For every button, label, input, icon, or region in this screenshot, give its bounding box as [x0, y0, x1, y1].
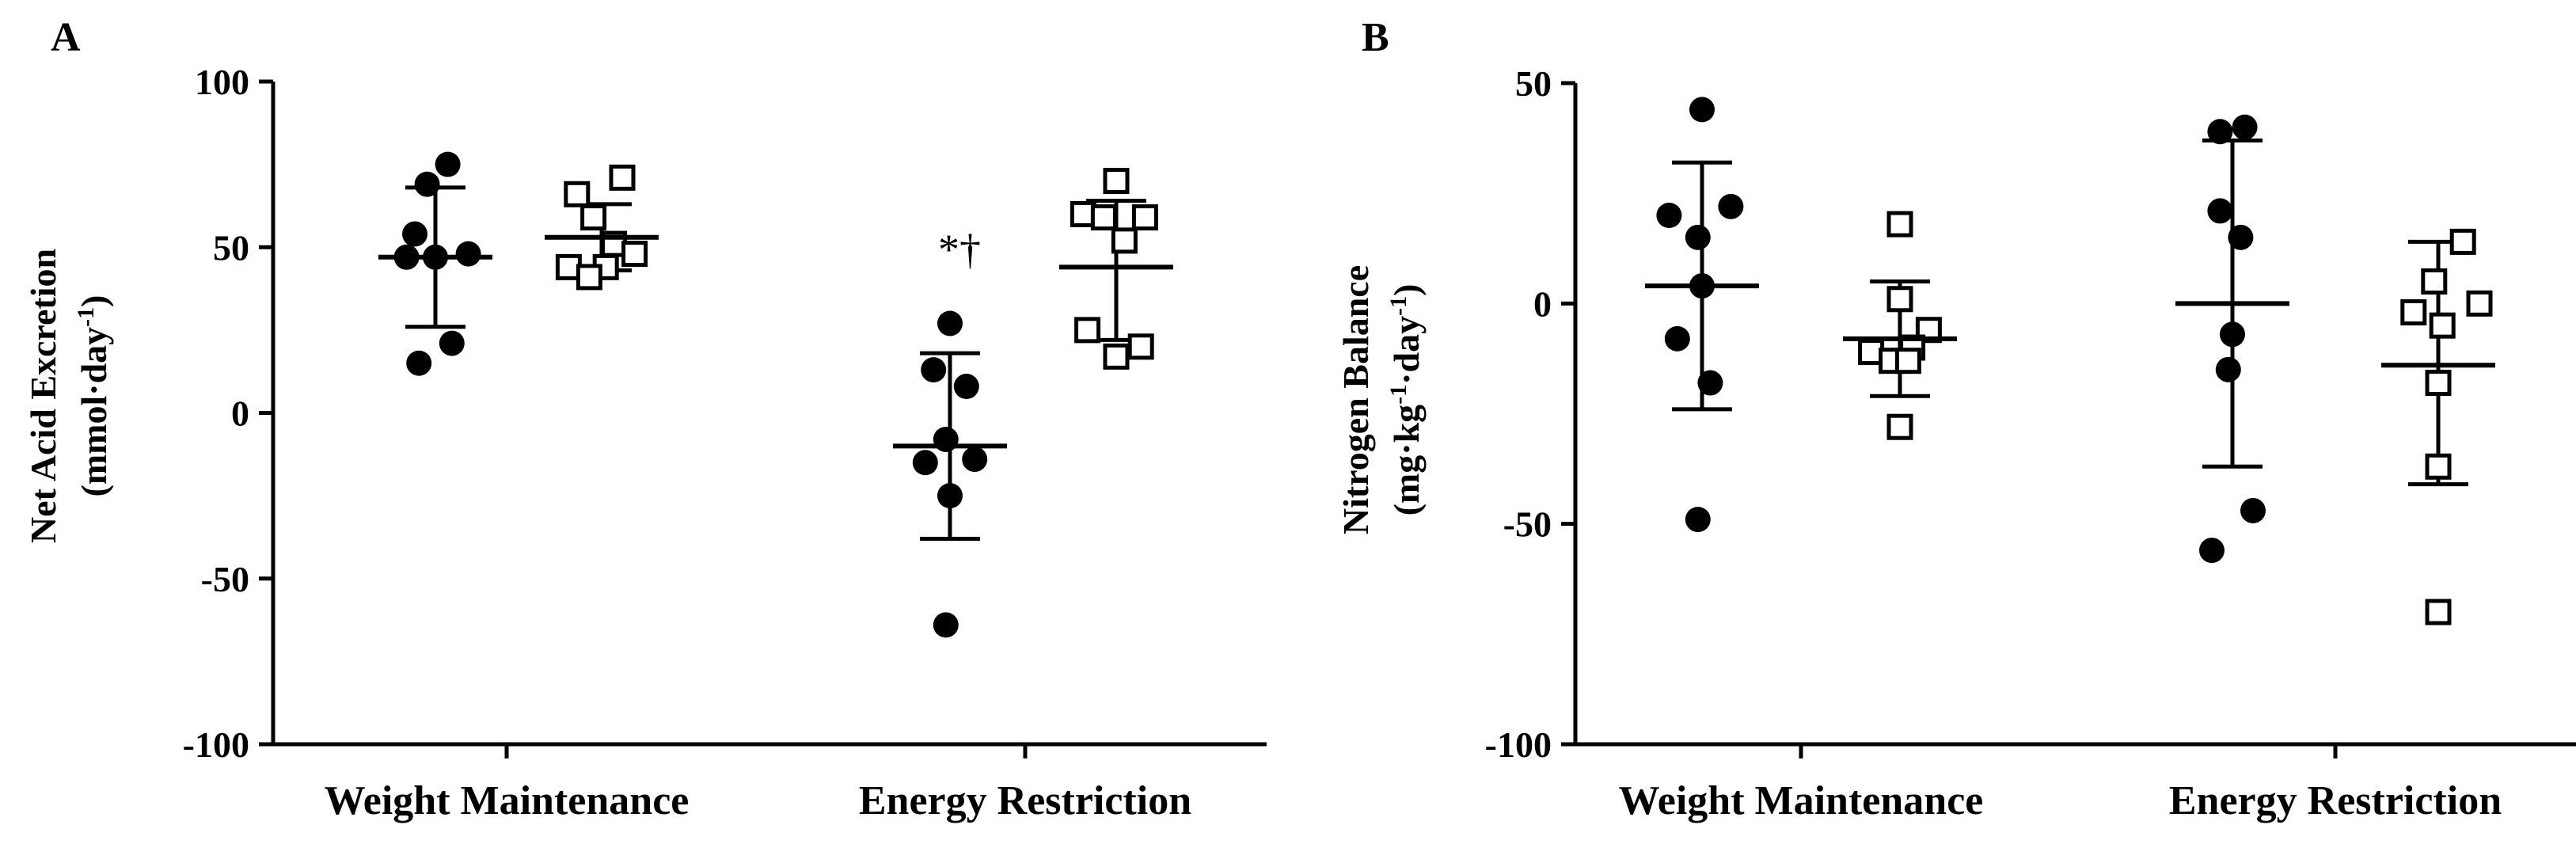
- panel-a: A Net Acid Excretion (mmol·day-1) -100 -5…: [23, 15, 1267, 823]
- data-point-square: [1074, 317, 1101, 344]
- data-point-square: [2421, 268, 2448, 295]
- x-category-label: Energy Restriction: [859, 778, 1191, 823]
- data-point-circle: [1685, 224, 1711, 250]
- panel-b-ylabel-line1: Nitrogen Balance: [1335, 265, 1376, 534]
- data-point-square: [621, 241, 648, 268]
- data-point-circle: [962, 447, 988, 473]
- data-point-square: [1894, 348, 1921, 374]
- y-tick-label: 100: [195, 62, 249, 102]
- data-point-circle: [921, 357, 947, 383]
- panel-b-ylabel-close: ): [1386, 284, 1427, 296]
- panel-b-ylabel-unit: (mg·kg: [1386, 405, 1427, 516]
- data-point-square: [1131, 204, 1158, 231]
- data-point-square: [1886, 413, 1913, 440]
- data-point-circle: [1718, 193, 1744, 219]
- data-point-circle: [933, 612, 959, 638]
- data-point-circle: [912, 450, 938, 476]
- panel-b-ylabel-mid: ·day: [1386, 316, 1427, 385]
- data-point-circle: [2228, 224, 2254, 250]
- data-point-square: [580, 204, 607, 231]
- data-point-circle: [2232, 114, 2258, 140]
- y-tick-label: -100: [1485, 724, 1552, 765]
- panel-a-ylabel-close: ): [74, 295, 114, 307]
- data-point-circle: [439, 330, 465, 356]
- data-point-circle: [2240, 497, 2266, 523]
- data-point-circle: [937, 483, 963, 509]
- data-point-circle: [414, 171, 440, 197]
- data-point-square: [1103, 343, 1130, 370]
- data-point-circle: [2207, 198, 2233, 224]
- data-point-circle: [2207, 119, 2233, 145]
- data-point-circle: [1689, 97, 1715, 123]
- data-point-circle: [435, 151, 461, 177]
- data-point-square: [2466, 290, 2493, 317]
- data-point-square: [609, 164, 636, 191]
- data-point-circle: [2215, 356, 2241, 382]
- x-category-label: Energy Restriction: [2169, 778, 2502, 823]
- y-tick-label: 50: [1515, 63, 1552, 104]
- panel-b-ylabel-sup2: -1: [1385, 296, 1411, 316]
- y-tick-label: -100: [183, 724, 249, 765]
- data-point-circle: [1656, 203, 1682, 228]
- data-point-square: [1886, 286, 1913, 313]
- panel-a-ylabel-line1: Net Acid Excretion: [23, 249, 63, 543]
- panel-a-ylabel-unit: (mmol·day: [74, 327, 114, 497]
- data-point-square: [1103, 168, 1130, 195]
- data-point-circle: [2220, 321, 2245, 348]
- data-point-circle: [1685, 507, 1711, 533]
- data-point-circle: [2199, 538, 2225, 564]
- data-point-square: [1127, 333, 1154, 360]
- y-tick-label: 50: [213, 227, 249, 268]
- data-point-circle: [953, 374, 979, 400]
- x-category-label: Weight Maintenance: [325, 778, 690, 823]
- data-point-square: [2429, 312, 2456, 339]
- data-point-square: [2425, 599, 2452, 625]
- y-tick-label: 0: [231, 393, 249, 434]
- data-point-square: [2400, 298, 2427, 325]
- panel-b: B Nitrogen Balance (mg·kg-1·day-1) -100-…: [1335, 15, 2576, 823]
- data-point-circle: [937, 310, 963, 336]
- data-point-square: [1090, 204, 1117, 231]
- data-point-square: [564, 181, 591, 207]
- data-point-square: [2425, 453, 2452, 480]
- data-point-circle: [1697, 370, 1723, 396]
- data-point-square: [1111, 227, 1138, 254]
- data-point-circle: [1664, 325, 1690, 352]
- data-point-square: [2449, 228, 2476, 255]
- panel-b-ylabel-line2: (mg·kg-1·day-1): [1385, 284, 1427, 516]
- data-point-square: [1886, 211, 1913, 238]
- data-point-circle: [402, 221, 427, 247]
- significance-annotation: *†: [938, 226, 981, 273]
- y-tick-label: -50: [201, 559, 249, 599]
- x-category-label: Weight Maintenance: [1619, 778, 1984, 823]
- panel-b-letter: B: [1362, 15, 1389, 60]
- y-tick-label: 0: [1533, 283, 1552, 324]
- data-point-circle: [406, 350, 432, 376]
- panel-a-letter: A: [51, 15, 81, 60]
- panel-b-ylabel-sup1: -1: [1385, 385, 1411, 405]
- data-point-square: [576, 264, 602, 291]
- data-point-square: [2425, 370, 2452, 397]
- y-tick-label: -50: [1503, 504, 1552, 545]
- panel-a-ylabel-line2: (mmol·day-1): [73, 295, 114, 497]
- data-point-circle: [455, 241, 481, 267]
- panel-a-ylabel-sup: -1: [73, 307, 99, 327]
